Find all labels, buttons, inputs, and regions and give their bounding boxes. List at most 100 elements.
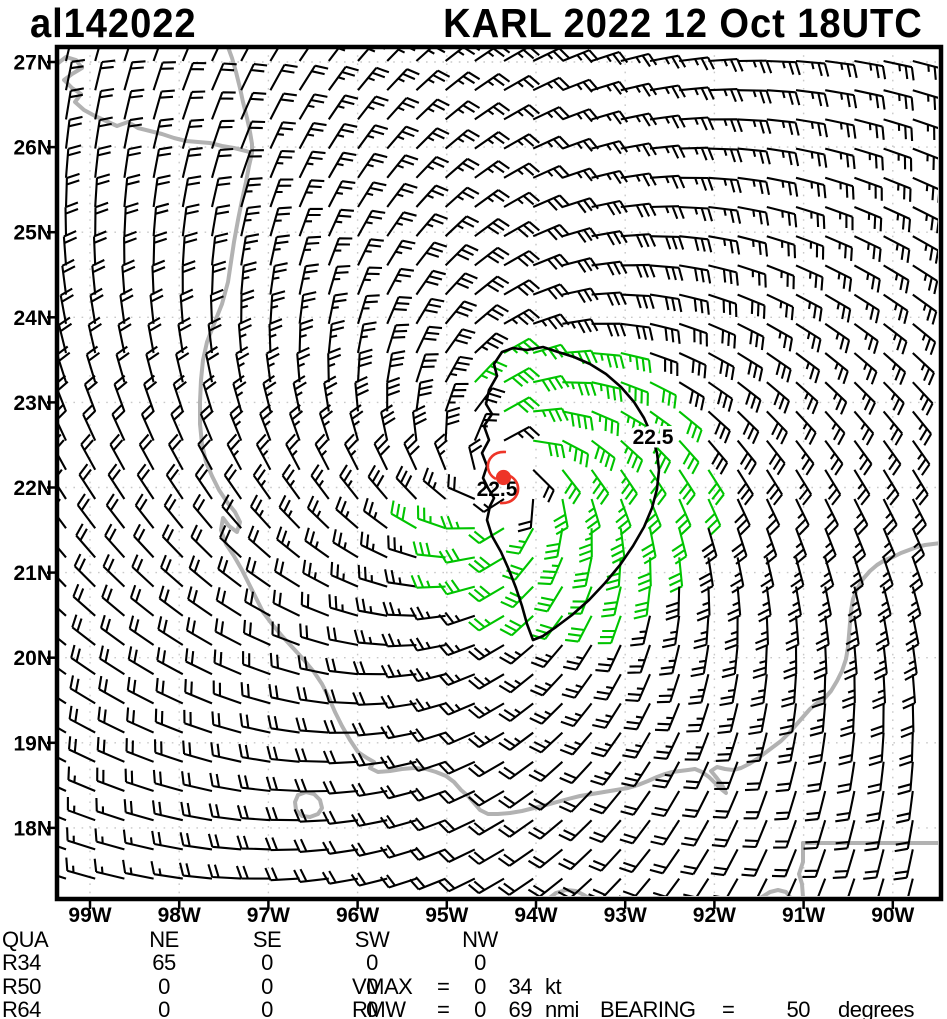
wind-barb: [756, 878, 768, 896]
wind-barb: [438, 548, 475, 564]
wind-barb: [96, 767, 125, 792]
wind-barb: [298, 93, 328, 120]
wind-barb: [327, 151, 357, 179]
wind-barb: [386, 125, 419, 150]
wind-barb: [415, 269, 446, 296]
wind-barb: [59, 637, 67, 646]
wind-barb: [882, 498, 898, 536]
wind-barb: [719, 674, 739, 707]
wind-barb: [736, 381, 762, 413]
wind-barb: [343, 433, 359, 471]
coastline-path: [293, 790, 324, 819]
wind-barb: [795, 264, 824, 291]
wind-barb: [409, 817, 446, 832]
wind-barb: [210, 232, 229, 266]
wind-barb: [474, 304, 509, 325]
wind-barb: [80, 433, 97, 471]
wind-barb: [562, 108, 599, 123]
wind-barb: [532, 615, 564, 641]
wind-barb: [620, 233, 657, 248]
wind-barb: [591, 381, 623, 402]
wind-barb: [76, 493, 97, 529]
wind-barb: [650, 819, 681, 846]
wind-barb: [296, 686, 329, 705]
wind-barb: [416, 505, 446, 530]
wind-barb: [558, 790, 593, 813]
wind-barb: [690, 644, 710, 678]
wind-barb: [572, 557, 593, 589]
wind-barb: [708, 293, 738, 318]
wind-barb: [59, 757, 67, 763]
wind-barb: [157, 616, 184, 646]
wind-barb: [468, 819, 505, 836]
wind-barb: [356, 294, 380, 325]
wind-barb: [824, 118, 857, 139]
wind-barb: [474, 218, 510, 238]
wind-barb: [415, 127, 450, 150]
wind-barb: [444, 300, 477, 325]
wind-barb: [138, 433, 155, 471]
wind-barb: [214, 618, 242, 646]
wind-barb: [679, 86, 715, 101]
wind-barb: [177, 317, 192, 354]
wind-barb: [561, 673, 593, 699]
wind-barb: [357, 49, 386, 62]
wind-barb: [468, 702, 505, 719]
wind-barb: [294, 778, 329, 793]
wind-barb: [737, 293, 766, 319]
wind-barb: [532, 106, 570, 121]
wind-barb: [211, 711, 242, 734]
wind-barb: [386, 267, 415, 296]
wind-barb: [269, 652, 300, 676]
wind-barb: [327, 65, 359, 91]
lon-tick-label: 91W: [782, 904, 825, 927]
wind-barb: [562, 197, 599, 214]
wind-barb: [299, 623, 330, 647]
wind-barb: [809, 703, 827, 737]
wind-barb: [92, 230, 107, 266]
wind-barb: [503, 220, 540, 238]
wind-barb: [802, 849, 827, 879]
wind-barb: [292, 375, 307, 412]
wind-barb: [849, 557, 865, 594]
axis-ticks: [47, 60, 895, 909]
wind-barb: [132, 523, 155, 559]
wind-barb: [825, 59, 858, 79]
wind-barb: [649, 264, 684, 281]
wind-barb: [94, 116, 113, 149]
wind-barb: [64, 144, 82, 178]
wind-barb: [265, 346, 280, 383]
coastline-layer: [59, 49, 938, 896]
rmw-equals: =: [437, 997, 450, 1019]
wind-barb: [351, 722, 388, 737]
wind-barb: [715, 732, 739, 762]
wind-barb: [620, 410, 647, 440]
wind-barb: [813, 644, 828, 681]
wind-barb: [503, 133, 540, 150]
wind-barb: [232, 374, 247, 412]
wind-barb: [468, 848, 505, 865]
wind-barb: [314, 433, 330, 471]
wind-barb: [620, 351, 652, 374]
wind-barb: [304, 527, 330, 559]
wind-barb: [544, 528, 564, 560]
wind-barb: [649, 322, 681, 344]
wind-barb: [693, 615, 710, 650]
wind-barb: [721, 644, 739, 679]
wind-barb: [339, 464, 359, 500]
wind-barb: [66, 797, 96, 822]
wind-barb: [194, 463, 213, 500]
wind-barb: [302, 559, 330, 588]
wind-barb: [773, 819, 797, 849]
vmax-label: VMAX: [352, 974, 413, 999]
coastline-path: [226, 49, 254, 155]
wind-barb: [210, 147, 234, 179]
wind-barb: [356, 321, 377, 354]
wind-barb: [59, 498, 67, 529]
wind-barb: [707, 381, 734, 412]
isotach-contour-line: [480, 345, 661, 642]
wind-barb: [269, 63, 298, 91]
wind-barb: [656, 673, 681, 704]
wind-barb: [833, 819, 856, 851]
wind-barb: [438, 611, 476, 626]
